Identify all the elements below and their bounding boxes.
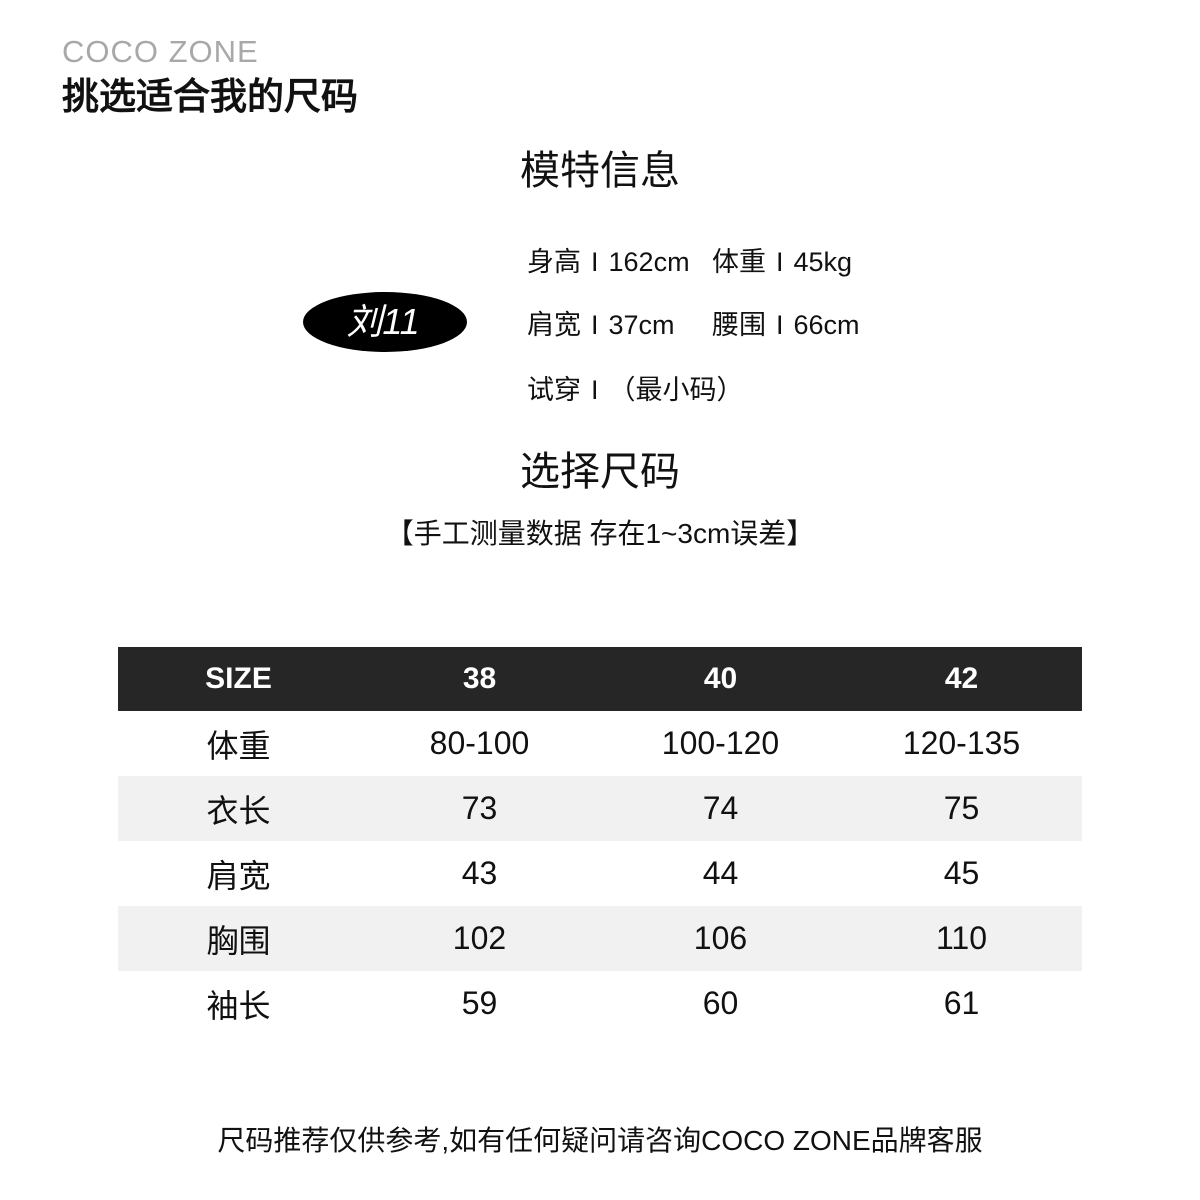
stat-value: 162cm: [608, 247, 690, 277]
size-table-header-row: SIZE 38 40 42: [118, 647, 1082, 711]
stat-value: 66cm: [793, 310, 860, 340]
size-table-header-cell: SIZE: [205, 662, 272, 695]
table-cell: 43: [461, 855, 498, 891]
stat-tryon-size: 试穿 I （最小码）: [527, 377, 744, 404]
table-row-sleeve: 袖长 59 60 61: [118, 971, 1082, 1036]
size-select-heading: 选择尺码: [520, 450, 680, 494]
stat-value: （最小码）: [608, 375, 744, 405]
stat-label: 腰围: [712, 310, 766, 340]
brand-block: COCO ZONE 挑选适合我的尺码: [62, 36, 358, 115]
row-label: 体重: [206, 727, 271, 764]
table-cell: 60: [702, 985, 739, 1021]
stat-shoulder: 肩宽 I 37cm: [527, 312, 675, 339]
table-cell: 44: [702, 855, 739, 891]
stat-height: 身高 I 162cm: [527, 249, 690, 276]
measurement-note: 【手工测量数据 存在1~3cm误差】: [385, 518, 815, 549]
table-row-shoulder: 肩宽 43 44 45: [118, 841, 1082, 906]
table-cell: 102: [452, 920, 507, 956]
table-cell: 106: [693, 920, 748, 956]
stat-value: 45kg: [793, 247, 853, 277]
table-cell: 74: [702, 790, 739, 826]
table-cell: 45: [943, 855, 980, 891]
page-title: 挑选适合我的尺码: [62, 76, 358, 117]
table-cell: 75: [943, 790, 980, 826]
row-label: 胸围: [206, 922, 271, 959]
stat-weight: 体重 I 45kg: [712, 249, 852, 276]
stat-label: 身高: [527, 247, 581, 277]
stat-separator: I: [591, 375, 599, 405]
table-row-chest: 胸围 102 106 110: [118, 906, 1082, 971]
table-row-length: 衣长 73 74 75: [118, 776, 1082, 841]
row-label: 袖长: [206, 987, 271, 1024]
stat-label: 体重: [712, 247, 766, 277]
size-table-header-cell: 40: [703, 662, 738, 695]
brand-logo: COCO ZONE: [62, 34, 259, 69]
size-table-header-cell: 38: [462, 662, 497, 695]
row-label: 衣长: [206, 792, 271, 829]
model-info-heading: 模特信息: [520, 149, 680, 193]
row-label: 肩宽: [206, 857, 271, 894]
stat-value: 37cm: [608, 310, 675, 340]
table-cell: 100-120: [661, 725, 780, 761]
size-table-header-cell: 42: [944, 662, 979, 695]
model-name: 刘11: [346, 301, 420, 342]
table-row-weight: 体重 80-100 100-120 120-135: [118, 711, 1082, 776]
table-cell: 120-135: [902, 725, 1021, 761]
size-table: SIZE 38 40 42 体重 80-100 100-120 120-135 …: [118, 647, 1082, 1036]
stat-label: 试穿: [527, 375, 581, 405]
stat-waist: 腰围 I 66cm: [712, 312, 860, 339]
model-name-badge: 刘11: [303, 292, 467, 352]
stat-separator: I: [776, 310, 784, 340]
table-cell: 80-100: [429, 725, 530, 761]
table-cell: 73: [461, 790, 498, 826]
stat-separator: I: [591, 310, 599, 340]
size-disclaimer: 尺码推荐仅供参考,如有任何疑问请咨询COCO ZONE品牌客服: [217, 1125, 983, 1156]
stat-label: 肩宽: [527, 310, 581, 340]
stat-separator: I: [591, 247, 599, 277]
table-cell: 110: [935, 920, 987, 956]
table-cell: 61: [943, 985, 980, 1021]
table-cell: 59: [461, 985, 498, 1021]
stat-separator: I: [776, 247, 784, 277]
